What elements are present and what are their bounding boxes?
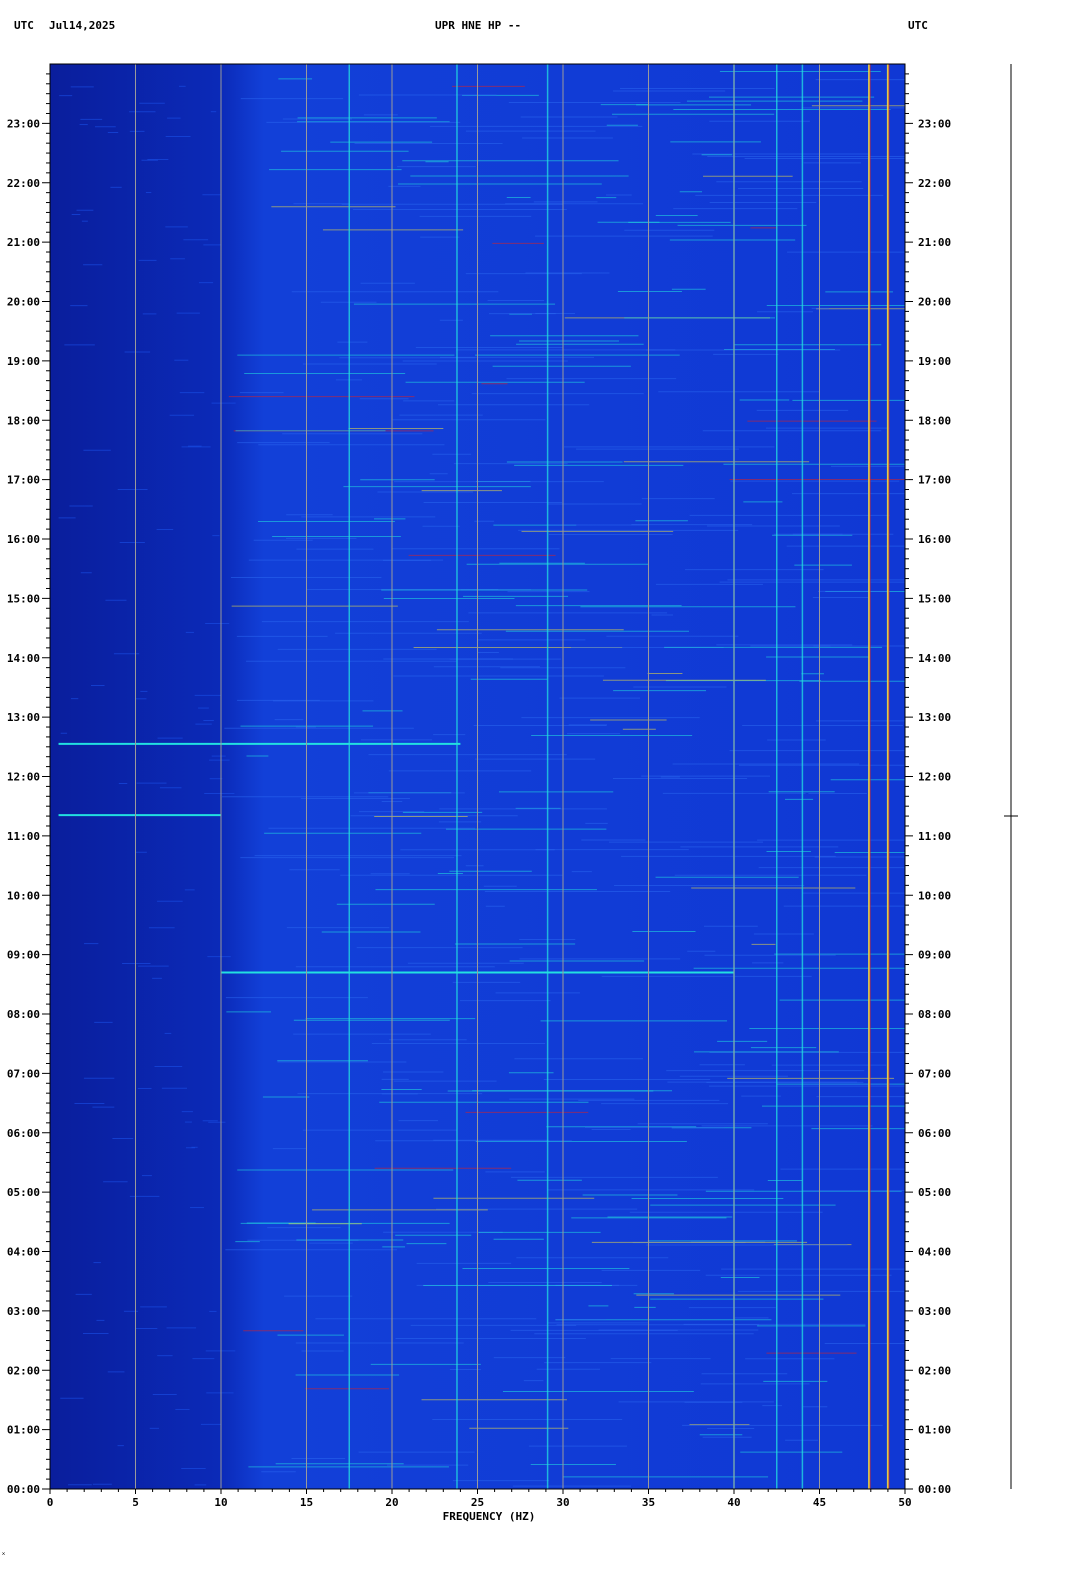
- y-tick-label-left: 11:00: [7, 830, 40, 843]
- y-tick-label-left: 18:00: [7, 414, 40, 427]
- y-tick-label-left: 14:00: [7, 652, 40, 665]
- x-tick-label: 0: [47, 1496, 54, 1509]
- y-tick-label-right: 16:00: [918, 533, 951, 546]
- x-tick-label: 35: [642, 1496, 655, 1509]
- y-tick-label-left: 19:00: [7, 355, 40, 368]
- y-tick-label-left: 16:00: [7, 533, 40, 546]
- y-tick-label-right: 11:00: [918, 830, 951, 843]
- y-tick-label-right: 06:00: [918, 1127, 951, 1140]
- chart-title: UPR HNE HP --: [435, 19, 522, 32]
- header-timezone-left: UTC: [14, 19, 34, 32]
- y-tick-label-right: 22:00: [918, 177, 951, 190]
- y-tick-label-left: 03:00: [7, 1305, 40, 1318]
- y-tick-label-right: 20:00: [918, 296, 951, 309]
- header-date: Jul14,2025: [49, 19, 116, 32]
- y-tick-label-left: 22:00: [7, 177, 40, 190]
- x-tick-label: 25: [471, 1496, 484, 1509]
- y-tick-label-right: 01:00: [918, 1424, 951, 1437]
- y-tick-label-right: 15:00: [918, 592, 951, 605]
- y-tick-label-left: 08:00: [7, 1008, 40, 1021]
- y-tick-label-left: 13:00: [7, 711, 40, 724]
- y-tick-label-right: 08:00: [918, 1008, 951, 1021]
- y-tick-label-right: 17:00: [918, 474, 951, 487]
- y-tick-label-right: 04:00: [918, 1246, 951, 1259]
- y-tick-label-right: 02:00: [918, 1364, 951, 1377]
- y-tick-label-left: 21:00: [7, 236, 40, 249]
- corner-mark: ˟: [2, 1551, 5, 1560]
- y-tick-label-right: 12:00: [918, 771, 951, 784]
- axes: 0 5 10 15 20 25 30 35 40 45 50 00:00 01:00 02:00 03:00…: [7, 73, 951, 1509]
- header-timezone-right: UTC: [908, 19, 928, 32]
- y-tick-label-right: 13:00: [918, 711, 951, 724]
- y-tick-label-right: 23:00: [918, 117, 951, 130]
- x-tick-label: 45: [813, 1496, 826, 1509]
- y-tick-label-right: 07:00: [918, 1067, 951, 1080]
- y-tick-label-left: 02:00: [7, 1364, 40, 1377]
- y-tick-label-left: 17:00: [7, 474, 40, 487]
- y-tick-label-left: 12:00: [7, 771, 40, 784]
- x-tick-label: 15: [300, 1496, 313, 1509]
- y-tick-label-left: 09:00: [7, 949, 40, 962]
- y-tick-label-left: 07:00: [7, 1067, 40, 1080]
- y-tick-label-left: 15:00: [7, 592, 40, 605]
- y-tick-label-right: 18:00: [918, 414, 951, 427]
- y-tick-label-right: 05:00: [918, 1186, 951, 1199]
- y-tick-label-right: 09:00: [918, 949, 951, 962]
- x-tick-label: 20: [385, 1496, 398, 1509]
- y-tick-label-left: 23:00: [7, 117, 40, 130]
- y-tick-label-left: 06:00: [7, 1127, 40, 1140]
- y-tick-label-left: 10:00: [7, 889, 40, 902]
- x-axis-label: FREQUENCY (HZ): [443, 1510, 536, 1523]
- y-tick-label-left: 05:00: [7, 1186, 40, 1199]
- grid-lines: [135, 64, 820, 1489]
- x-tick-label: 50: [898, 1496, 911, 1509]
- y-tick-label-right: 19:00: [918, 355, 951, 368]
- x-tick-label: 30: [556, 1496, 569, 1509]
- y-tick-label-right: 03:00: [918, 1305, 951, 1318]
- y-tick-label-left: 01:00: [7, 1424, 40, 1437]
- y-tick-label-right: 21:00: [918, 236, 951, 249]
- y-tick-label-left: 20:00: [7, 296, 40, 309]
- y-tick-label-right: 10:00: [918, 889, 951, 902]
- x-tick-label: 5: [132, 1496, 139, 1509]
- x-tick-label: 40: [727, 1496, 740, 1509]
- y-tick-label-left: 00:00: [7, 1483, 40, 1496]
- x-tick-label: 10: [214, 1496, 227, 1509]
- y-tick-label-right: 14:00: [918, 652, 951, 665]
- y-tick-label-right: 00:00: [918, 1483, 951, 1496]
- y-tick-label-left: 04:00: [7, 1246, 40, 1259]
